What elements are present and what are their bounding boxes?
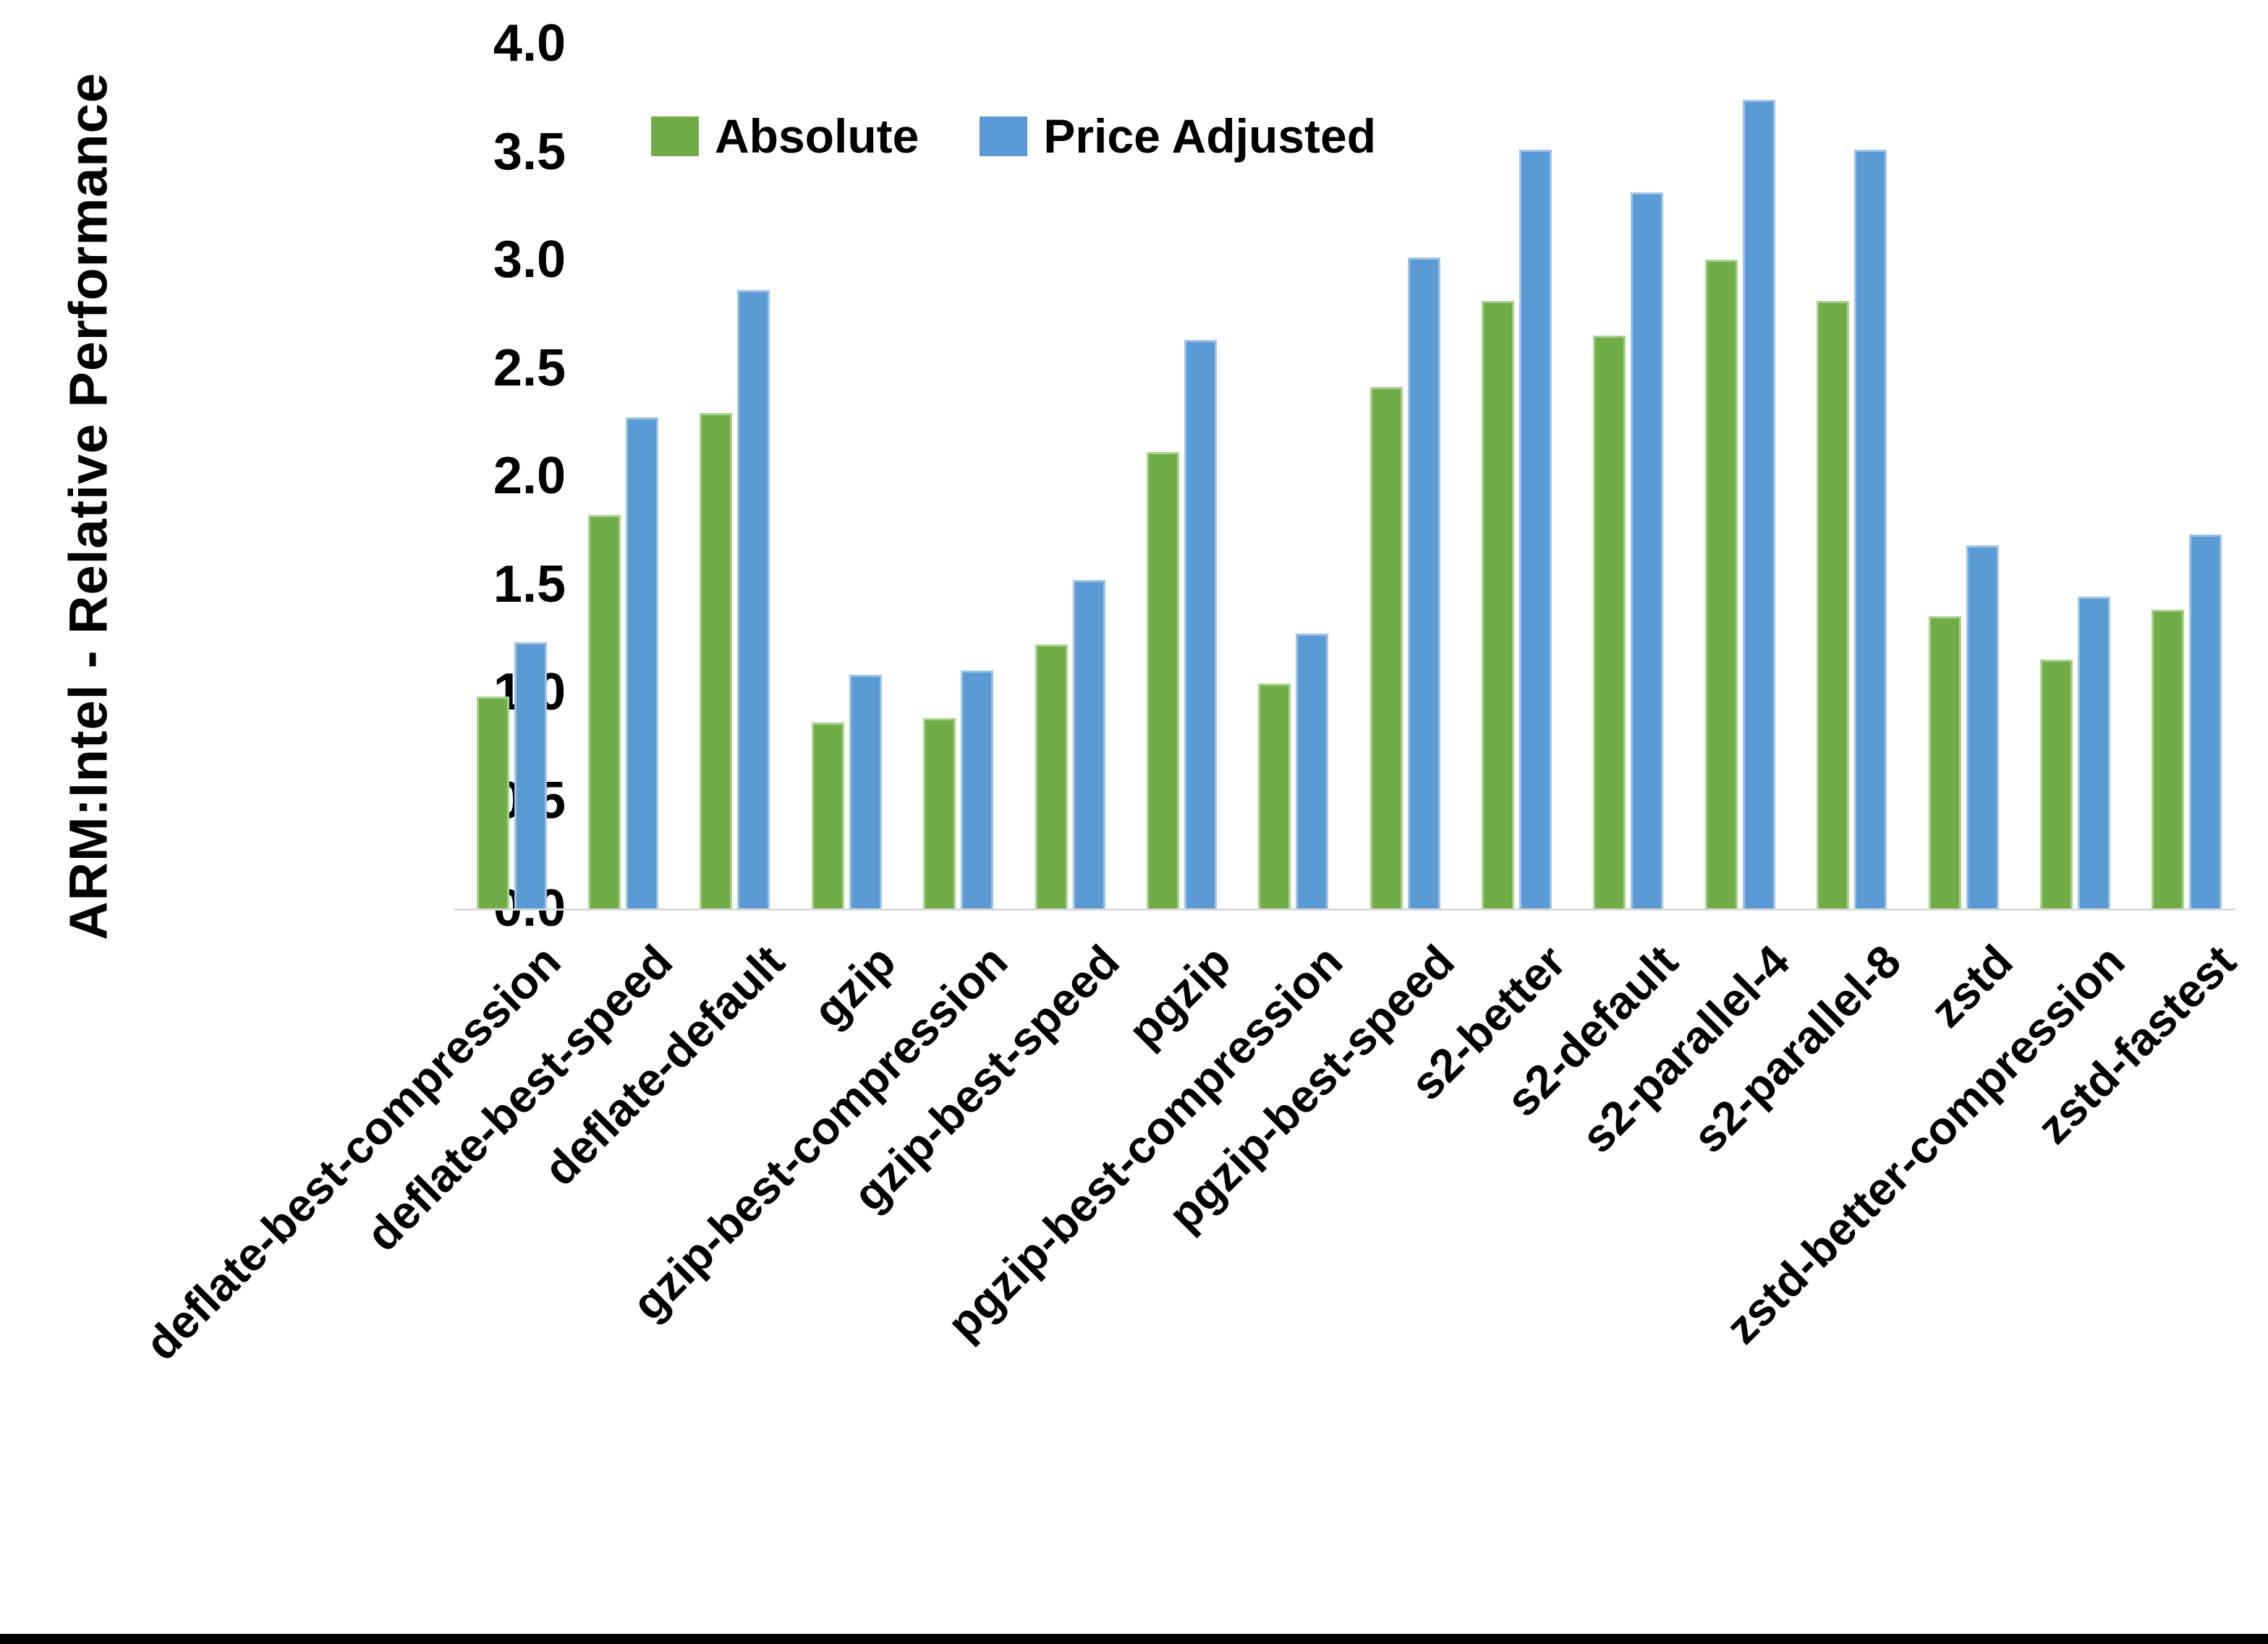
bar-absolute xyxy=(1928,616,1961,908)
bar-absolute xyxy=(476,696,509,908)
bar-group xyxy=(1796,43,1908,908)
bar-group xyxy=(1014,43,1126,908)
bar-absolute xyxy=(1258,683,1291,908)
bar-group xyxy=(1461,43,1572,908)
bar-group xyxy=(1908,43,2019,908)
bar-price-adjusted xyxy=(514,642,547,908)
y-tick-label: 2.0 xyxy=(493,447,566,505)
bar-price-adjusted xyxy=(1742,99,1775,908)
bar-absolute xyxy=(2039,660,2073,908)
bar-group xyxy=(1684,43,1796,908)
bar-group xyxy=(567,43,679,908)
bar-price-adjusted xyxy=(2077,597,2110,908)
legend-swatch-icon xyxy=(651,116,699,156)
bar-group xyxy=(2131,43,2243,908)
bar-group xyxy=(1238,43,1349,908)
y-tick-label: 3.0 xyxy=(493,231,566,289)
bar-absolute xyxy=(1593,335,1626,908)
bar-group xyxy=(2019,43,2131,908)
bar-absolute xyxy=(1482,300,1515,908)
bar-price-adjusted xyxy=(737,289,770,908)
x-axis-line xyxy=(454,908,2235,911)
bottom-border xyxy=(0,1634,2268,1644)
legend-item-price-adjusted: Price Adjusted xyxy=(980,108,1376,163)
bar-price-adjusted xyxy=(849,675,882,908)
bar-group xyxy=(903,43,1014,908)
bar-absolute xyxy=(1035,644,1068,908)
y-tick-label: 2.5 xyxy=(493,338,566,397)
legend-label: Absolute xyxy=(715,109,919,163)
bar-group xyxy=(679,43,791,908)
y-tick-label: 4.0 xyxy=(493,14,566,72)
bar-price-adjusted xyxy=(1072,579,1105,908)
bar-price-adjusted xyxy=(2189,534,2222,908)
bar-absolute xyxy=(2152,610,2185,908)
bar-price-adjusted xyxy=(1184,339,1217,908)
bar-group xyxy=(791,43,902,908)
bar-absolute xyxy=(588,514,621,908)
bar-absolute xyxy=(811,722,844,908)
plot-area xyxy=(456,43,2243,908)
bar-absolute xyxy=(1704,260,1738,908)
bar-price-adjusted xyxy=(1407,257,1440,908)
y-tick-label: 1.5 xyxy=(493,555,566,613)
bar-price-adjusted xyxy=(1631,192,1664,908)
bar-absolute xyxy=(700,413,733,908)
bar-price-adjusted xyxy=(1966,545,1999,908)
legend-swatch-icon xyxy=(980,116,1028,156)
bar-group xyxy=(1573,43,1684,908)
bar-absolute xyxy=(1817,300,1850,908)
y-axis-title: ARM:Intel - Relative Performance xyxy=(58,72,119,940)
bar-absolute xyxy=(1146,452,1179,908)
legend-item-absolute: Absolute xyxy=(651,108,919,163)
bar-price-adjusted xyxy=(1854,149,1887,908)
legend-label: Price Adjusted xyxy=(1043,109,1377,163)
bar-price-adjusted xyxy=(961,670,994,908)
bar-price-adjusted xyxy=(1519,149,1553,908)
bar-absolute xyxy=(1369,387,1403,908)
bar-price-adjusted xyxy=(1296,634,1329,908)
bar-group xyxy=(456,43,567,908)
bar-group xyxy=(1126,43,1237,908)
y-tick-label: 3.5 xyxy=(493,122,566,181)
bar-absolute xyxy=(923,717,956,908)
bar-group xyxy=(1349,43,1461,908)
legend: Absolute Price Adjusted xyxy=(651,108,1376,163)
bar-price-adjusted xyxy=(626,417,659,908)
